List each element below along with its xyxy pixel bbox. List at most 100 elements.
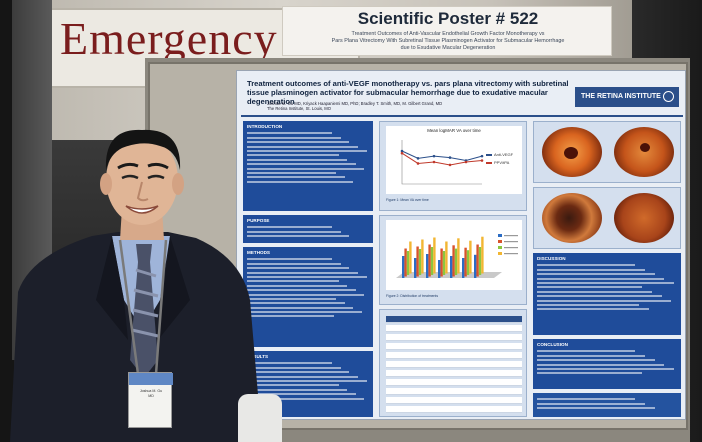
conclusion-heading: CONCLUSION [537,342,568,347]
poster-title: Treatment outcomes of anti-VEGF monother… [247,79,569,106]
bar [433,237,436,274]
left-lapel [96,236,128,340]
conclusion-text-lines [533,350,681,375]
text-line [247,136,341,139]
booth-divider [12,0,52,360]
text-line [247,371,350,374]
left-eye [121,174,139,180]
fundus-photo [542,127,602,177]
text-line [247,141,350,144]
author-line: Joshua M. Gu MD, Kriyack Haapaniemi MD, … [267,101,443,106]
text-line [247,393,356,396]
bar [464,247,467,277]
table-row [386,352,522,359]
text-line [537,286,642,289]
chart-floor [396,272,502,278]
table-row [386,370,522,377]
bar [438,260,441,278]
bar [478,247,482,275]
bar [440,248,443,277]
discussion-text-lines [533,264,681,311]
banner-subtitle-line: Pars Plana Vitrectomy With Subretinal Ti… [331,38,565,44]
data-point [448,156,452,159]
bar [426,254,429,278]
chart-axes [401,140,482,185]
text-line [247,311,362,314]
bar [442,251,446,275]
poster-authors: Joshua M. Gu MD, Kriyack Haapaniemi MD, … [267,101,547,111]
line-chart: Anti-VEGF PPV/tPA [400,140,514,185]
text-line [537,273,655,276]
text-line [247,167,365,170]
legend-swatch [498,234,502,237]
series-line [401,150,483,162]
introduction-heading: INTRODUCTION [247,124,283,129]
text-line [247,267,350,270]
text-line [247,379,367,382]
references-text-lines [533,393,681,410]
legend-label [504,247,518,249]
name-badge: Joshua M. Gu MD [128,372,173,428]
series-line [401,152,483,166]
fundus-photo [614,127,674,177]
purpose-heading: PURPOSE [247,218,270,223]
text-line [537,264,635,267]
banner-title: Scientific Poster # 522 [357,9,539,28]
text-line [247,226,333,229]
bar [421,239,424,274]
results-heading: RESULTS [247,354,269,359]
logo-text: THE RETINA INSTITUTE [581,93,661,100]
text-line [247,366,341,369]
data-point [416,162,420,165]
bar [452,245,455,277]
badge-stripe [129,373,173,385]
methods-text-lines [243,258,373,318]
discussion-heading: DISCUSSION [537,256,566,261]
fundus-photo [614,193,674,243]
text-line [537,359,655,362]
logo-ring-icon [663,91,674,102]
text-line [247,397,365,400]
legend-label [504,235,518,237]
legend-swatch [486,162,492,164]
text-line [537,308,649,311]
bar [469,240,472,274]
text-line [537,398,635,401]
text-line [537,281,675,284]
table-row [386,325,522,332]
text-line [247,375,359,378]
text-line [537,299,672,302]
bar [445,241,448,274]
legend-swatch [486,154,492,156]
table-row [386,406,522,413]
table-row [386,388,522,395]
bar [466,250,470,275]
text-line [247,145,359,148]
text-line [247,315,334,318]
banner-subtitle-line: Treatment Outcomes of Anti-Vascular Endo… [351,31,545,37]
fundus-photo [542,193,602,243]
bar [404,248,407,277]
references-panel [533,393,681,417]
header-rule [241,115,683,117]
bar [430,247,434,275]
text-line [537,372,642,375]
text-line [247,176,345,179]
text-line [247,306,354,309]
text-line [247,262,341,265]
text-line [247,235,350,238]
conclusion-panel: CONCLUSION [533,339,681,389]
line-chart-panel: Mean logMAR VA over time Anti-VEGF PPV/tP… [379,121,527,211]
data-point [464,160,468,164]
badge-text: Joshua M. Gu MD [132,389,170,398]
text-line [247,180,354,183]
left-ear [100,173,112,195]
text-line [247,132,333,135]
text-line [247,154,339,157]
text-line [537,268,645,271]
methods-heading: METHODS [247,250,270,255]
banner-subtitle-line: due to Exudative Macular Degeneration [400,45,496,51]
text-line [247,384,339,387]
bar-chart-panel: Figure 2: Distribution of treatments [379,215,527,305]
